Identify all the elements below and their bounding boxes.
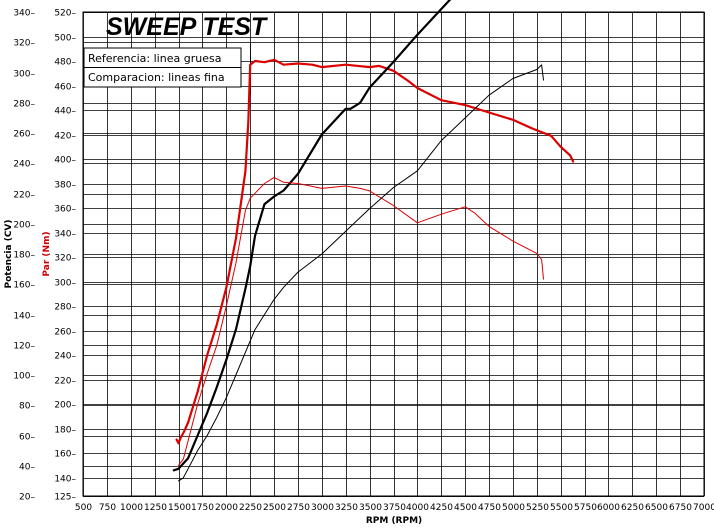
x-tick-label: 7000 [693,503,714,513]
x-tick-label: 5250 [526,503,549,513]
torque-tick-label: 380– [54,181,76,191]
x-tick-label: 6500 [645,503,668,513]
torque-tick-label: 300– [54,279,76,289]
x-tick-label: 1250 [144,503,167,513]
torque-tick-label: 460– [54,83,76,93]
torque-thin-line [178,176,544,466]
x-tick-label: 6000 [597,503,620,513]
power-tick-label: 80– [19,402,35,412]
x-tick-label: 3750 [383,503,406,513]
power-tick-label: 120– [13,342,35,352]
x-tick-label: 1500 [168,503,191,513]
torque-tick-label: 220– [54,377,76,387]
torque-tick-label: 180– [54,426,76,436]
torque-thick-line [175,58,575,445]
torque-tick-label: 200– [54,401,76,411]
x-tick-label: 1750 [191,503,214,513]
torque-tick-label: 160– [54,450,76,460]
torque-tick-label: 240– [54,352,76,362]
power-tick-label: 60– [19,433,35,443]
power-tick-label: 140– [13,312,35,322]
x-tick-label: 500 [75,503,92,513]
torque-tick-label: 520– [54,9,76,19]
x-tick-label: 4750 [478,503,501,513]
x-tick-label: 5750 [574,503,597,513]
grid [83,12,705,497]
power-tick-label: 20– [19,493,35,503]
y-axis-title-torque: Par (Nm) [42,231,52,276]
torque-tick-label: 320– [54,254,76,264]
power-tick-label: 160– [13,281,35,291]
torque-tick-label: 420– [54,132,76,142]
x-tick-label: 3000 [311,503,334,513]
x-tick-label: 4000 [406,503,429,513]
axes: 500 750 1000 1250 1500 1750 2000 2250 2500 2750 30… [13,9,714,514]
torque-tick-label: 125– [54,493,76,503]
legend-item-reference: Referencia: linea gruesa [88,52,221,65]
power-tick-label: 300– [13,70,35,80]
x-tick-label: 750 [99,503,116,513]
y-axis-title-power: Potencia (CV) [4,219,14,288]
legend-box: Referencia: linea gruesa Comparacion: li… [83,47,242,88]
plot-border [82,11,705,497]
legend-item-comparison: Comparacion: lineas fina [88,71,225,84]
torque-tick-label: 340– [54,230,76,240]
torque-tick-label: 280– [54,303,76,313]
torque-tick-label: 360– [54,205,76,215]
x-tick-label: 4250 [430,503,453,513]
x-tick-label: 6250 [621,503,644,513]
x-tick-label: 2250 [239,503,262,513]
x-tick-label: 3250 [335,503,358,513]
power-tick-label: 240– [13,160,35,170]
power-tick-label: 260– [13,130,35,140]
torque-tick-label: 400– [54,156,76,166]
power-tick-label: 280– [13,100,35,110]
power-thin-line [178,64,544,482]
power-thick-line [172,0,452,472]
power-tick-label: 100– [13,372,35,382]
power-tick-label: 220– [13,191,35,201]
x-tick-label: 2750 [287,503,310,513]
x-tick-label: 1000 [120,503,143,513]
torque-tick-label: 140– [54,475,76,485]
x-tick-label: 4500 [454,503,477,513]
x-tick-label: 6750 [669,503,692,513]
x-tick-label: 2000 [215,503,238,513]
x-tick-label: 5000 [502,503,525,513]
x-tick-label: 5500 [550,503,573,513]
power-tick-label: 340– [13,9,35,19]
torque-tick-label: 500– [54,34,76,44]
chart-title: SWEEP TEST [106,13,269,41]
power-tick-label: 180– [13,251,35,261]
torque-tick-label: 260– [54,328,76,338]
torque-tick-label: 480– [54,58,76,68]
power-tick-label: 320– [13,39,35,49]
x-tick-label: 2500 [263,503,286,513]
torque-tick-label: 440– [54,107,76,117]
x-axis-title: RPM (RPM) [366,516,422,526]
power-tick-label: 200– [13,221,35,231]
power-tick-label: 40– [19,463,35,473]
x-tick-label: 3500 [359,503,382,513]
series-lines [172,0,575,482]
